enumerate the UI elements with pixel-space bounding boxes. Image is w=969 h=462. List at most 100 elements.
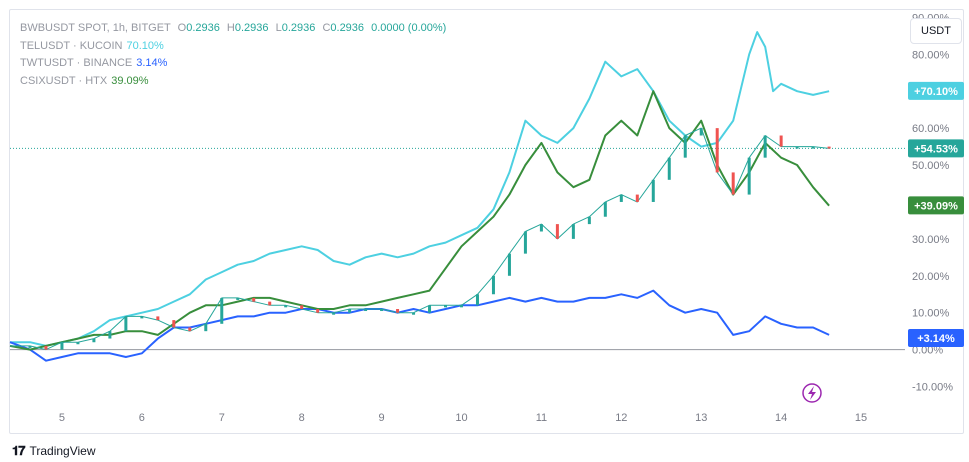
series-line-3[interactable] bbox=[10, 127, 830, 351]
candle-13 bbox=[220, 297, 224, 324]
candle-20 bbox=[332, 312, 336, 315]
candle-31 bbox=[507, 253, 511, 276]
legend-row-tel[interactable]: TELUSDT · KUCOIN 70.10% bbox=[20, 39, 164, 52]
legend-tel-value: 70.10% bbox=[126, 39, 164, 52]
y-tick-label: 50.00% bbox=[912, 160, 950, 172]
currency-unit-button[interactable]: USDT bbox=[910, 18, 962, 44]
candle-27 bbox=[444, 305, 448, 308]
legend-csix-value: 39.09% bbox=[111, 74, 149, 87]
x-tick-label: 7 bbox=[219, 412, 225, 424]
x-tick-label: 13 bbox=[695, 412, 707, 424]
candle-17 bbox=[284, 305, 288, 308]
candle-2 bbox=[44, 345, 48, 350]
legend-row-main: BWBUSDT SPOT, 1h, BITGET O0.2936 H0.2936… bbox=[20, 20, 446, 38]
candle-36 bbox=[587, 216, 591, 225]
candle-30 bbox=[491, 275, 495, 295]
candle-6 bbox=[108, 331, 112, 339]
y-tick-label: 30.00% bbox=[912, 234, 950, 246]
candle-21 bbox=[348, 309, 352, 313]
value-badge-3 bbox=[908, 329, 964, 348]
candle-38 bbox=[619, 194, 623, 202]
candle-35 bbox=[571, 224, 575, 239]
brand-label: TradingView bbox=[29, 444, 96, 458]
candle-39 bbox=[635, 194, 639, 202]
candle-16 bbox=[268, 301, 272, 306]
candle-43 bbox=[699, 128, 703, 136]
candle-41 bbox=[667, 157, 671, 180]
value-badge-label-0: +70.10% bbox=[914, 86, 958, 98]
x-tick-label: 9 bbox=[379, 412, 385, 424]
legend-main-name: BWBUSDT SPOT, 1h, BITGET bbox=[20, 22, 171, 34]
candle-14 bbox=[236, 297, 240, 300]
candle-46 bbox=[747, 157, 751, 195]
x-tick-label: 11 bbox=[536, 412, 547, 424]
series-line-0[interactable] bbox=[10, 31, 830, 347]
tradingview-logo-icon: 𝟏𝟕 bbox=[12, 443, 26, 458]
candle-3 bbox=[60, 342, 64, 350]
candle-44 bbox=[715, 128, 719, 173]
candle-45 bbox=[731, 172, 735, 195]
value-badge-2 bbox=[908, 196, 964, 215]
candle-11 bbox=[188, 327, 192, 332]
x-tick-label: 15 bbox=[855, 412, 867, 424]
candle-51 bbox=[827, 146, 831, 149]
chart-frame bbox=[9, 9, 964, 434]
candle-24 bbox=[396, 309, 400, 313]
candle-19 bbox=[316, 309, 320, 313]
legend-row-twt[interactable]: TWTUSDT · BINANCE 3.14% bbox=[20, 57, 168, 69]
chart-legend: BWBUSDT SPOT, 1h, BITGET O0.2936 H0.2936… bbox=[20, 20, 446, 90]
candle-50 bbox=[811, 146, 815, 149]
y-tick-label: -10.00% bbox=[912, 382, 953, 394]
candle-12 bbox=[204, 323, 208, 332]
candle-7 bbox=[124, 316, 128, 332]
value-badge-label-2: +39.09% bbox=[914, 200, 958, 212]
candle-8 bbox=[140, 316, 144, 319]
candle-18 bbox=[300, 305, 304, 310]
y-tick-label: 80.00% bbox=[912, 49, 950, 61]
candle-4 bbox=[76, 342, 80, 345]
candle-22 bbox=[364, 309, 368, 312]
candle-33 bbox=[539, 224, 543, 232]
candle-34 bbox=[555, 224, 559, 239]
candle-10 bbox=[172, 320, 176, 328]
x-tick-label: 14 bbox=[775, 412, 787, 424]
legend-main-change: 0.0000 (0.00%) bbox=[371, 22, 447, 34]
x-tick-label: 12 bbox=[615, 412, 627, 424]
candle-42 bbox=[683, 135, 687, 158]
candle-28 bbox=[459, 305, 463, 308]
value-badge-1 bbox=[908, 139, 964, 158]
x-tick-label: 5 bbox=[59, 412, 65, 424]
y-tick-label: 20.00% bbox=[912, 271, 950, 283]
x-tick-label: 8 bbox=[299, 412, 305, 424]
candle-5 bbox=[92, 338, 96, 343]
candle-15 bbox=[252, 297, 256, 302]
candle-40 bbox=[651, 179, 655, 202]
x-tick-label: 10 bbox=[455, 412, 467, 424]
candle-48 bbox=[779, 135, 783, 147]
lightning-bolt-icon bbox=[808, 386, 816, 400]
value-badge-label-1: +54.53% bbox=[914, 143, 958, 155]
candle-32 bbox=[523, 231, 527, 254]
candle-47 bbox=[763, 135, 767, 158]
candle-25 bbox=[412, 312, 416, 315]
x-tick-label: 6 bbox=[139, 412, 145, 424]
legend-row-csix[interactable]: CSIXUSDT · HTX 39.09% bbox=[20, 74, 149, 87]
legend-ohlc-h: H0.2936 bbox=[226, 22, 269, 34]
candle-23 bbox=[380, 309, 384, 312]
lightning-icon bbox=[802, 383, 822, 403]
candle-1 bbox=[28, 345, 32, 348]
legend-ohlc-l: L0.2936 bbox=[275, 22, 316, 34]
candle-49 bbox=[795, 146, 799, 149]
y-tick-label: 0.00% bbox=[912, 345, 943, 357]
candle-29 bbox=[475, 294, 479, 306]
tradingview-brand[interactable]: 𝟏𝟕 TradingView bbox=[12, 443, 96, 459]
series-line-1[interactable] bbox=[9, 289, 830, 362]
value-badge-label-3: +3.14% bbox=[917, 333, 955, 345]
y-tick-label: 60.00% bbox=[912, 123, 950, 135]
y-tick-label: 10.00% bbox=[912, 308, 950, 320]
candle-9 bbox=[156, 316, 160, 321]
legend-ohlc-o: O0.2936 bbox=[177, 22, 220, 34]
candle-37 bbox=[603, 201, 607, 217]
value-badge-0 bbox=[908, 81, 964, 100]
